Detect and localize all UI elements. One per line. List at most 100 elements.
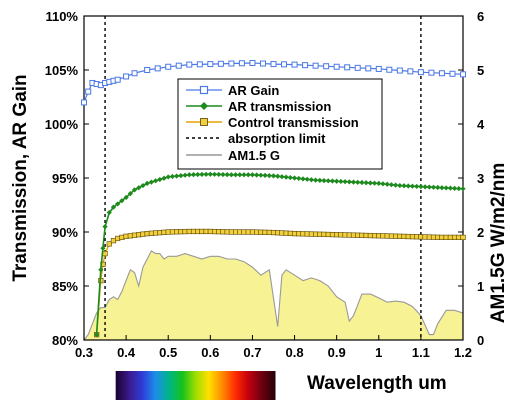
legend-box (177, 78, 383, 170)
control-transmission-point-14 (148, 230, 154, 236)
x-tick-label-0: 0.3 (75, 345, 93, 360)
ar-transmission-point-73 (397, 182, 403, 189)
control-transmission-point-7 (119, 234, 125, 241)
control-transmission-point-15 (152, 230, 159, 236)
ar-transmission-point-53 (313, 177, 319, 183)
ar-transmission-point-34 (233, 172, 239, 178)
ar-transmission-point-45 (279, 174, 285, 180)
x-tick-label-5: 0.8 (286, 345, 304, 360)
ar-transmission-point-15 (152, 178, 159, 184)
control-transmission-point-23 (186, 228, 192, 235)
ar-transmission-point-4 (106, 209, 112, 216)
control-transmission-point-81 (430, 234, 437, 240)
ar-gain-point-11 (144, 67, 151, 73)
control-transmission-point-82 (435, 234, 441, 240)
ar-gain-point-37 (417, 69, 424, 76)
ar-transmission-point-67 (371, 180, 378, 186)
control-transmission-point-61 (346, 232, 352, 238)
y-left-tick-label-4: 100% (45, 117, 79, 132)
control-transmission-point-50 (300, 231, 306, 237)
ar-gain-point-0 (81, 99, 87, 106)
ar-transmission-point-6 (115, 201, 121, 207)
control-transmission-point-74 (401, 233, 407, 240)
ar-transmission-point-74 (401, 183, 407, 189)
ar-transmission-point-83 (439, 185, 445, 191)
control-transmission-point-69 (380, 233, 386, 239)
spectrum-gradient-rect (115, 371, 276, 400)
control-transmission-point-12 (140, 231, 146, 237)
y-right-tick-label-1: 1 (477, 279, 484, 294)
legend-marker-ar-gain (199, 85, 209, 95)
ar-transmission-point-71 (388, 182, 395, 188)
axes-layer: 0.3 0.4 0.5 0.6 0.7 0.8 0.9 1 1.1 1.2 80% 85% 90% 95%… (45, 9, 485, 360)
ar-transmission-point-77 (414, 183, 420, 190)
ar-transmission-point-23 (186, 172, 192, 178)
control-transmission-point-40 (258, 229, 264, 235)
ar-transmission-point-35 (237, 172, 243, 178)
ar-transmission-point-8 (123, 194, 129, 201)
legend-label-control-transmission: Control transmission (228, 115, 359, 130)
control-transmission-point-70 (384, 233, 390, 239)
ar-transmission-point-16 (157, 176, 163, 183)
ar-gain-point-32 (365, 65, 372, 72)
y-left-tick-label-0: 80% (52, 333, 78, 348)
ar-gain-point-10 (131, 70, 138, 77)
ar-gain-point-20 (238, 60, 245, 67)
ar-gain-point-12 (154, 65, 161, 72)
control-transmission-point-51 (304, 231, 310, 237)
ar-transmission-point-41 (262, 172, 268, 179)
control-transmission-point-4 (106, 241, 112, 247)
ar-transmission-point-44 (275, 173, 281, 179)
x-tick-label-8: 1.1 (412, 345, 430, 360)
ar-transmission-point-56 (325, 178, 331, 184)
ar-transmission-point-22 (182, 172, 188, 178)
ar-gain-point-35 (396, 67, 403, 74)
control-transmission-point-39 (254, 229, 260, 235)
ar-transmission-point-52 (308, 177, 314, 183)
ar-transmission-point-39 (254, 172, 260, 178)
ar-transmission-point-60 (342, 179, 348, 185)
control-transmission-point-67 (371, 233, 378, 239)
ar-transmission-point-66 (367, 180, 373, 186)
control-transmission-point-29 (211, 228, 218, 235)
ar-transmission-point-81 (430, 184, 437, 190)
control-transmission-point-54 (317, 231, 323, 237)
control-transmission-point-62 (350, 232, 357, 238)
ar-transmission-point-38 (249, 172, 256, 178)
control-transmission-point-8 (123, 233, 129, 239)
ar-transmission-point-68 (376, 180, 382, 186)
ar-transmission-point-18 (165, 174, 171, 180)
ar-gain-point-28 (323, 63, 330, 70)
control-transmission-point-31 (220, 229, 226, 235)
ar-transmission-point-27 (203, 171, 209, 177)
ar-transmission-point-57 (329, 178, 336, 184)
control-transmission-point-18 (165, 229, 171, 235)
ar-transmission-point-7 (119, 198, 125, 204)
legend-label-am15g: AM1.5 G (228, 148, 280, 163)
ar-gain-point-18 (217, 60, 224, 67)
control-transmission-point-13 (144, 231, 150, 237)
legend-item-absorption-limit: absorption limit (186, 131, 326, 146)
x-tick-label-2: 0.5 (159, 345, 177, 360)
control-transmission-point-27 (203, 228, 209, 235)
control-transmission-point-11 (136, 232, 142, 238)
control-transmission-point-10 (131, 232, 138, 238)
ar-gain-point-24 (281, 61, 288, 68)
legend-item-ar-transmission: AR transmission (186, 99, 331, 114)
control-transmission-point-22 (182, 228, 188, 235)
control-transmission-point-36 (241, 229, 247, 235)
legend: AR Gain AR transmission Control transmis… (177, 78, 383, 170)
ar-gain-point-34 (386, 66, 393, 73)
ar-gain-point-36 (407, 68, 414, 75)
control-transmission-point-26 (199, 228, 205, 235)
ar-gain-point-40 (449, 70, 456, 77)
ar-transmission-point-54 (317, 177, 323, 183)
ar-transmission-point-64 (359, 179, 365, 186)
control-transmission-point-5 (110, 238, 117, 244)
x-tick-label-6: 0.9 (328, 345, 346, 360)
x-tick-label-9: 1.2 (454, 345, 472, 360)
control-transmission-point-45 (279, 230, 285, 236)
ar-transmission-point-36 (241, 172, 247, 178)
ar-gain-point-29 (333, 63, 340, 70)
